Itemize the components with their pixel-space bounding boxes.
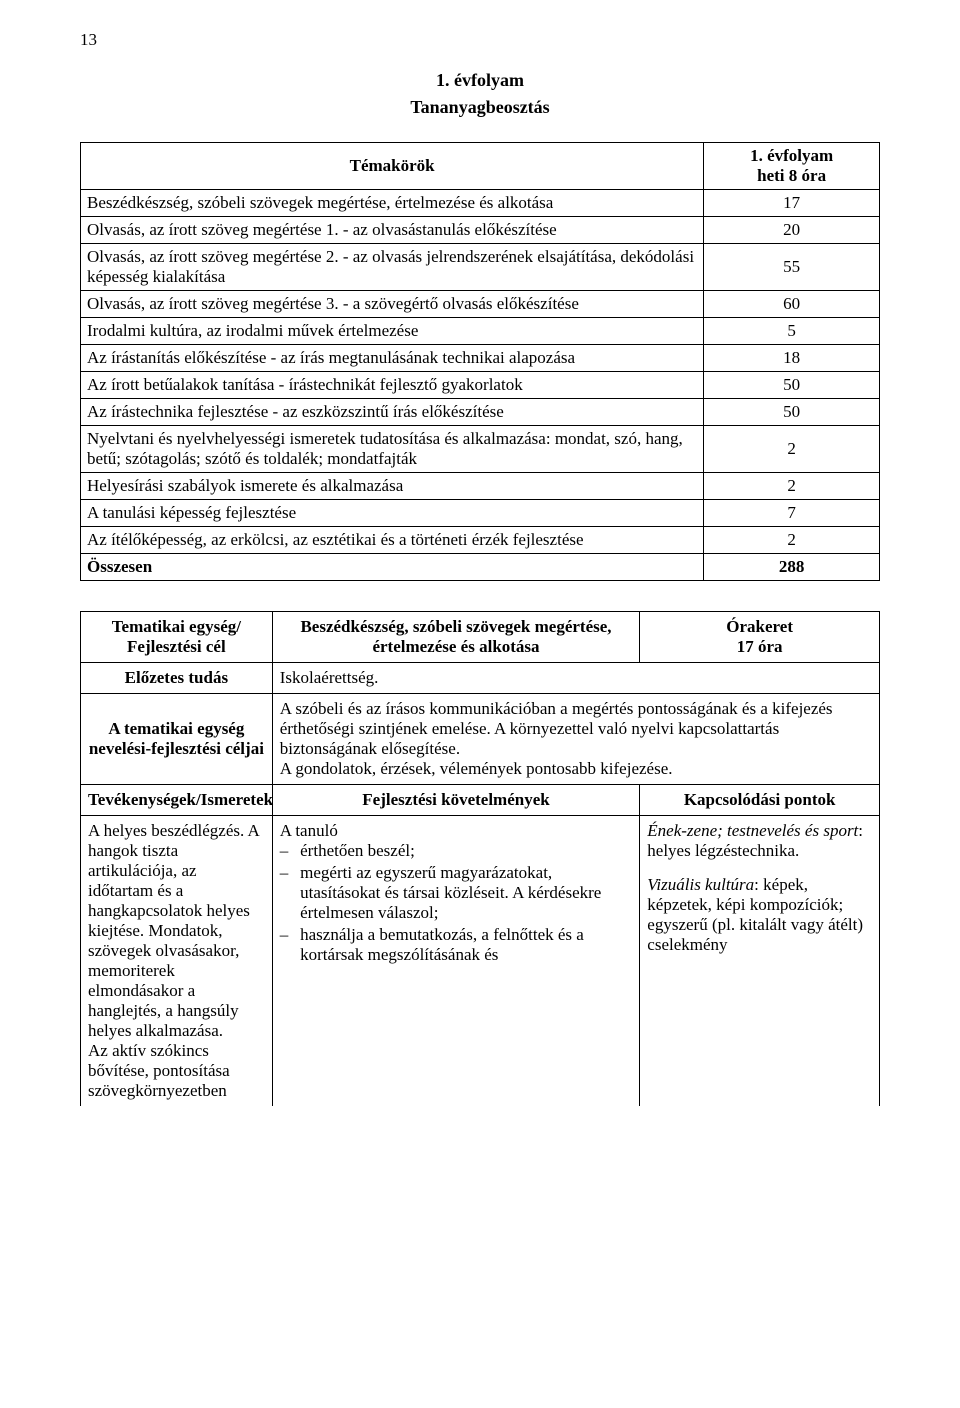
topics-row-value: 18 bbox=[704, 345, 880, 372]
unit-header-a: Tevékenységek/Ismeretek bbox=[81, 785, 273, 816]
header-hours-line1: 1. évfolyam bbox=[750, 146, 833, 165]
topics-sum-label: Összesen bbox=[81, 554, 704, 581]
content-c-p2: Vizuális kultúra: képek, képzetek, képi … bbox=[647, 875, 872, 955]
unit-row1-right-l1: Órakeret bbox=[726, 617, 793, 636]
content-c-p1-em: Ének-zene; testnevelés és sport bbox=[647, 821, 858, 840]
topics-row: Helyesírási szabályok ismerete és alkalm… bbox=[81, 473, 880, 500]
topics-row-topic: Beszédkészség, szóbeli szövegek megértés… bbox=[81, 190, 704, 217]
topics-row: Olvasás, az írott szöveg megértése 3. - … bbox=[81, 291, 880, 318]
topics-row-topic: Nyelvtani és nyelvhelyességi ismeretek t… bbox=[81, 426, 704, 473]
topics-row-value: 5 bbox=[704, 318, 880, 345]
unit-header-c: Kapcsolódási pontok bbox=[640, 785, 880, 816]
topics-row-topic: Olvasás, az írott szöveg megértése 2. - … bbox=[81, 244, 704, 291]
topics-row-value: 50 bbox=[704, 399, 880, 426]
topics-row-topic: Helyesírási szabályok ismerete és alkalm… bbox=[81, 473, 704, 500]
unit-row-1: Tematikai egység/ Fejlesztési cél Beszéd… bbox=[81, 612, 880, 663]
topics-row: Irodalmi kultúra, az irodalmi művek érte… bbox=[81, 318, 880, 345]
content-b-item: érthetően beszél; bbox=[300, 841, 632, 861]
topics-row-value: 20 bbox=[704, 217, 880, 244]
topics-row-topic: Az írott betűalakok tanítása - írástechn… bbox=[81, 372, 704, 399]
topics-row-value: 2 bbox=[704, 527, 880, 554]
topics-row: Az ítélőképesség, az erkölcsi, az esztét… bbox=[81, 527, 880, 554]
topics-sum-value: 288 bbox=[704, 554, 880, 581]
topics-header-topic: Témakörök bbox=[81, 143, 704, 190]
unit-content-b: A tanuló érthetően beszél;megérti az egy… bbox=[272, 816, 640, 1107]
topics-row-value: 60 bbox=[704, 291, 880, 318]
topics-row-topic: Az írástechnika fejlesztése - az eszközs… bbox=[81, 399, 704, 426]
unit-row2-left: Előzetes tudás bbox=[81, 663, 273, 694]
topics-row: Olvasás, az írott szöveg megértése 2. - … bbox=[81, 244, 880, 291]
content-c-p1: Ének-zene; testnevelés és sport: helyes … bbox=[647, 821, 872, 861]
unit-row3-right: A szóbeli és az írásos kommunikációban a… bbox=[272, 694, 879, 785]
content-c-p2-em: Vizuális kultúra bbox=[647, 875, 754, 894]
topics-row-value: 50 bbox=[704, 372, 880, 399]
content-b-list: érthetően beszél;megérti az egyszerű mag… bbox=[280, 841, 633, 965]
unit-header-b: Fejlesztési követelmények bbox=[272, 785, 640, 816]
topics-row-topic: Olvasás, az írott szöveg megértése 1. - … bbox=[81, 217, 704, 244]
content-b-item: használja a bemutatkozás, a felnőttek és… bbox=[300, 925, 632, 965]
topics-row-topic: Az ítélőképesség, az erkölcsi, az esztét… bbox=[81, 527, 704, 554]
topics-row: Az írástanítás előkészítése - az írás me… bbox=[81, 345, 880, 372]
unit-row1-center: Beszédkészség, szóbeli szövegek megértés… bbox=[272, 612, 640, 663]
topics-row: Nyelvtani és nyelvhelyességi ismeretek t… bbox=[81, 426, 880, 473]
topics-row: Az írott betűalakok tanítása - írástechn… bbox=[81, 372, 880, 399]
topics-row-topic: Az írástanítás előkészítése - az írás me… bbox=[81, 345, 704, 372]
unit-row3-left: A tematikai egység nevelési-fejlesztési … bbox=[81, 694, 273, 785]
topics-row: Beszédkészség, szóbeli szövegek megértés… bbox=[81, 190, 880, 217]
topics-row-topic: Irodalmi kultúra, az irodalmi művek érte… bbox=[81, 318, 704, 345]
topics-row-value: 2 bbox=[704, 473, 880, 500]
grade-heading: 1. évfolyam bbox=[80, 70, 880, 91]
content-b-lead: A tanuló bbox=[280, 821, 338, 840]
unit-content-a: A helyes beszédlégzés. A hangok tiszta a… bbox=[81, 816, 273, 1107]
unit-content-row: A helyes beszédlégzés. A hangok tiszta a… bbox=[81, 816, 880, 1107]
header-hours-line2: heti 8 óra bbox=[757, 166, 826, 185]
unit-headers-row: Tevékenységek/Ismeretek Fejlesztési köve… bbox=[81, 785, 880, 816]
page-number: 13 bbox=[80, 30, 880, 50]
unit-row1-right: Órakeret 17 óra bbox=[640, 612, 880, 663]
topics-table: Témakörök 1. évfolyam heti 8 óra Beszédk… bbox=[80, 142, 880, 581]
topics-row-value: 55 bbox=[704, 244, 880, 291]
topics-header-hours: 1. évfolyam heti 8 óra bbox=[704, 143, 880, 190]
subtitle-heading: Tananyagbeosztás bbox=[80, 97, 880, 118]
spacer bbox=[647, 861, 872, 875]
unit-row2-right: Iskolaérettség. bbox=[272, 663, 879, 694]
unit-content-c: Ének-zene; testnevelés és sport: helyes … bbox=[640, 816, 880, 1107]
unit-row-3: A tematikai egység nevelési-fejlesztési … bbox=[81, 694, 880, 785]
topics-row: Az írástechnika fejlesztése - az eszközs… bbox=[81, 399, 880, 426]
topics-row: Olvasás, az írott szöveg megértése 1. - … bbox=[81, 217, 880, 244]
topics-row-value: 17 bbox=[704, 190, 880, 217]
topics-row-value: 7 bbox=[704, 500, 880, 527]
unit-row1-right-l2: 17 óra bbox=[737, 637, 783, 656]
topics-row: A tanulási képesség fejlesztése7 bbox=[81, 500, 880, 527]
unit-row-2: Előzetes tudás Iskolaérettség. bbox=[81, 663, 880, 694]
content-b-item: megérti az egyszerű magyarázatokat, utas… bbox=[300, 863, 632, 923]
topics-row-value: 2 bbox=[704, 426, 880, 473]
topics-row-topic: A tanulási képesség fejlesztése bbox=[81, 500, 704, 527]
unit-table: Tematikai egység/ Fejlesztési cél Beszéd… bbox=[80, 611, 880, 1106]
topics-sum-row: Összesen288 bbox=[81, 554, 880, 581]
topics-row-topic: Olvasás, az írott szöveg megértése 3. - … bbox=[81, 291, 704, 318]
topics-header-row: Témakörök 1. évfolyam heti 8 óra bbox=[81, 143, 880, 190]
content-a-text: A helyes beszédlégzés. A hangok tiszta a… bbox=[88, 821, 259, 1100]
unit-row1-left: Tematikai egység/ Fejlesztési cél bbox=[81, 612, 273, 663]
